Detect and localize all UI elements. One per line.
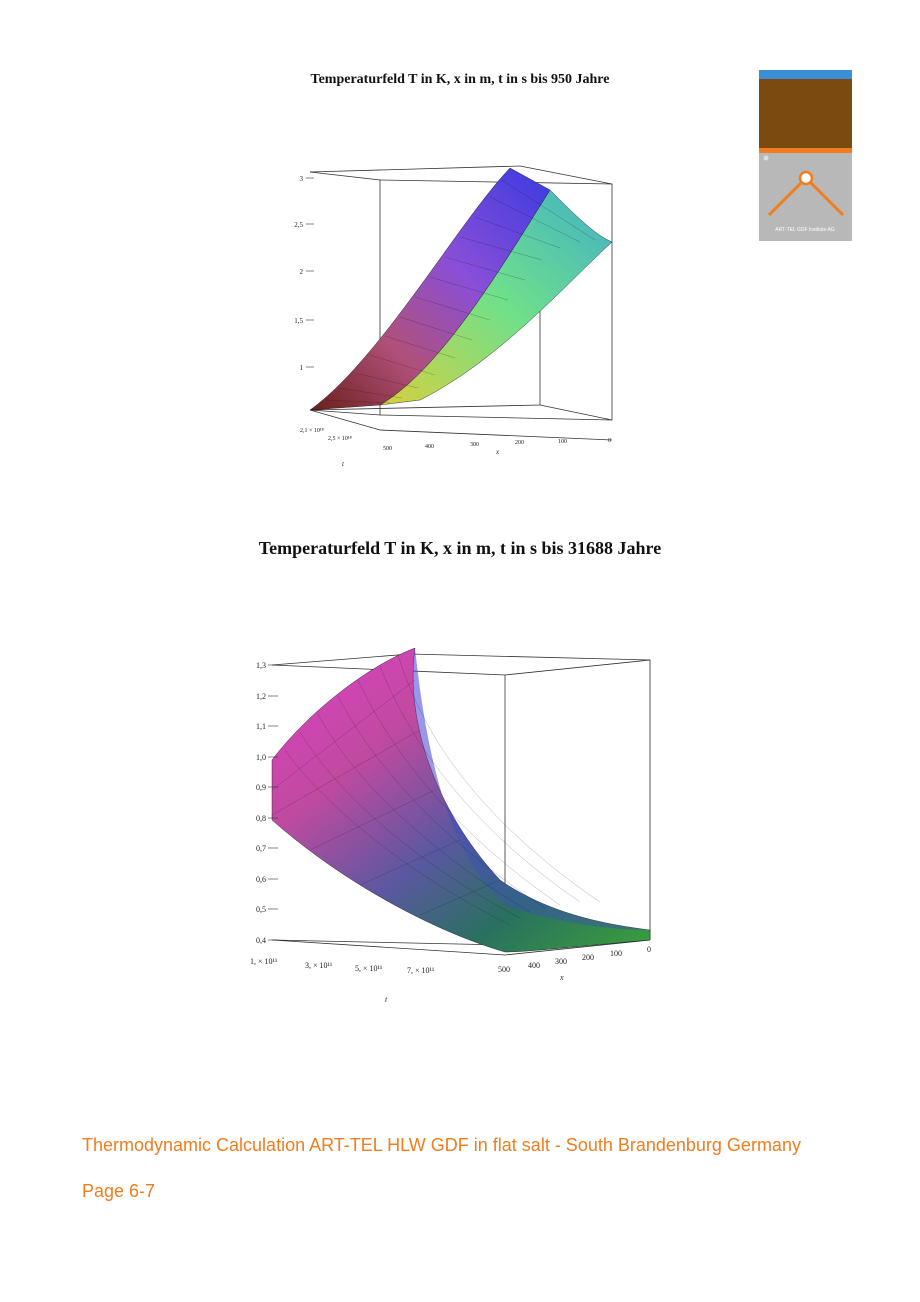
surface-plot-2: 0,4 0,5 0,6 0,7 0,8 0,9 1,0 1,1 1,2 1,3 … [230,640,670,1010]
plot-1-z-tick: 1 [300,364,304,372]
surface-plot-1-svg: 1 1,5 2 2,5 3 2,1 × 10¹⁸ 2,5 × 10¹⁸ t 50… [294,165,613,468]
plot-2-z-tick: 0,7 [256,844,266,853]
plot-1-x-tick: 200 [515,440,524,446]
plot-2-z-tick: 0,5 [256,905,266,914]
plot-2-t-tick: 7, × 10¹¹ [407,966,435,975]
plot-2-x-tick: 500 [498,965,510,974]
company-logo: ART-TEL GDF Institute AG [759,70,852,241]
plot-2-x-tick: 200 [582,953,594,962]
plot-1-z-tick: 3 [300,175,304,183]
plot-2-t-tick: 5, × 10¹¹ [355,964,383,973]
logo-caption: ART-TEL GDF Institute AG [775,227,835,233]
plot-1-x-tick: 0 [608,438,611,444]
plot-2-t-tick: 3, × 10¹¹ [305,961,333,970]
plot-2-x-tick: 400 [528,961,540,970]
plot-2-z-tick: 1,1 [256,722,266,731]
plot-2-z-tick: 1,3 [256,661,266,670]
plot-1-t-tick: 2,5 × 10¹⁸ [328,436,352,442]
footer-title: Thermodynamic Calculation ART-TEL HLW GD… [82,1135,801,1155]
plot-2-z-tick: 0,9 [256,783,266,792]
surface-plot-2-svg: 0,4 0,5 0,6 0,7 0,8 0,9 1,0 1,1 1,2 1,3 … [250,647,651,1004]
surface-plot-1: 1 1,5 2 2,5 3 2,1 × 10¹⁸ 2,5 × 10¹⁸ t 50… [270,160,630,480]
plot-1-x-tick: 500 [383,446,392,452]
page-number: Page 6-7 [82,1181,156,1201]
plot-2-x-tick: 0 [647,945,651,954]
plot-1-z-tick: 2,5 [294,221,303,229]
plot-1-x-tick: 400 [425,444,434,450]
plot-1-z-tick: 1,5 [294,317,303,325]
plot-1-x-tick: 100 [558,439,567,445]
plot-2-z-tick: 0,4 [256,936,266,945]
plot-2-x-label: x [559,973,564,982]
plot-1-x-tick: 300 [470,442,479,448]
plot-1-title: Temperaturfeld T in K, x in m, t in s bi… [310,72,610,87]
plot-2-z-tick: 0,8 [256,814,266,823]
plot-2-x-tick: 300 [555,957,567,966]
plot-2-x-tick: 100 [610,949,622,958]
plot-1-t-label: t [342,460,345,468]
plot-2-z-tick: 0,6 [256,875,266,884]
plot-2-z-tick: 1,2 [256,692,266,701]
plot-2-t-tick: 1, × 10¹¹ [250,957,278,966]
plot-1-z-tick: 2 [300,268,304,276]
plot-2-title: Temperaturfeld T in K, x in m, t in s bi… [258,538,662,558]
plot-2-t-label: t [385,995,388,1004]
plot-1-x-label: x [495,448,500,456]
logo-graphic: ART-TEL GDF Institute AG [759,70,852,241]
plot-2-z-tick: 1,0 [256,753,266,762]
plot-1-t-tick: 2,1 × 10¹⁸ [300,428,324,434]
